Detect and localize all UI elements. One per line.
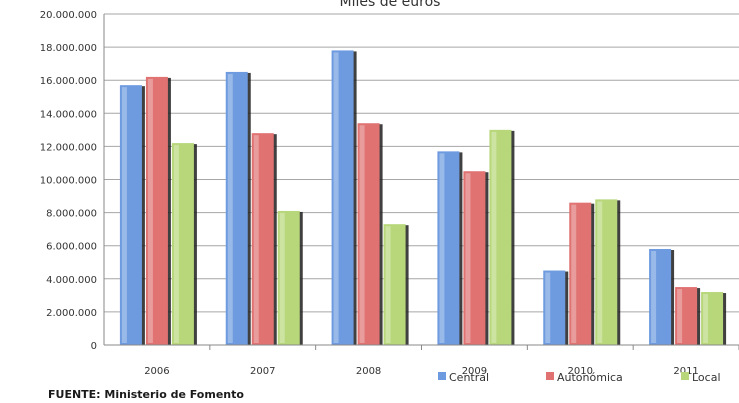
bar-highlight	[651, 251, 656, 343]
y-tick-label: 20.000.000	[40, 10, 97, 21]
bar-highlight	[228, 74, 233, 343]
bar-highlight	[571, 205, 576, 343]
y-tick-label: 4.000.000	[46, 275, 97, 286]
y-tick-label: 14.000.000	[40, 109, 97, 120]
bar-highlight	[703, 294, 708, 343]
x-tick-label: 2007	[250, 366, 275, 377]
bar-highlight	[677, 289, 682, 343]
x-tick-label: 2008	[356, 366, 381, 377]
bar-highlight	[597, 201, 602, 343]
y-tick-label: 6.000.000	[46, 242, 97, 253]
legend-swatch-central	[438, 372, 446, 380]
y-tick-label: 12.000.000	[40, 142, 97, 153]
bar-highlight	[439, 153, 444, 343]
bar-highlight	[174, 145, 179, 343]
legend-swatch-local	[681, 372, 689, 380]
legend-label-autonómica: Autonómica	[557, 371, 623, 384]
legend-label-central: Central	[449, 371, 489, 384]
y-tick-label: 18.000.000	[40, 43, 97, 54]
bar-highlight	[465, 173, 470, 343]
bars	[120, 50, 726, 345]
bar-highlight	[280, 213, 285, 343]
bar-highlight	[122, 87, 127, 343]
bar-highlight	[148, 79, 153, 343]
legend-label-local: Local	[692, 371, 721, 384]
bar-highlight	[334, 52, 339, 343]
y-tick-label: 16.000.000	[40, 76, 97, 87]
bar-highlight	[360, 125, 365, 343]
chart-title: Miles de euros	[340, 0, 441, 10]
y-tick-label: 8.000.000	[46, 209, 97, 220]
y-tick-label: 2.000.000	[46, 308, 97, 319]
y-tick-label: 0	[91, 341, 97, 352]
source-note: FUENTE: Ministerio de Fomento	[48, 388, 244, 401]
x-tick-label: 2006	[144, 366, 169, 377]
legend-swatch-autonómica	[546, 372, 554, 380]
grid-lines	[104, 14, 739, 345]
y-tick-label: 10.000.000	[40, 176, 97, 187]
bar-highlight	[386, 226, 391, 343]
bar-highlight	[545, 273, 550, 343]
bar-highlight	[491, 132, 496, 343]
bar-highlight	[254, 135, 259, 343]
